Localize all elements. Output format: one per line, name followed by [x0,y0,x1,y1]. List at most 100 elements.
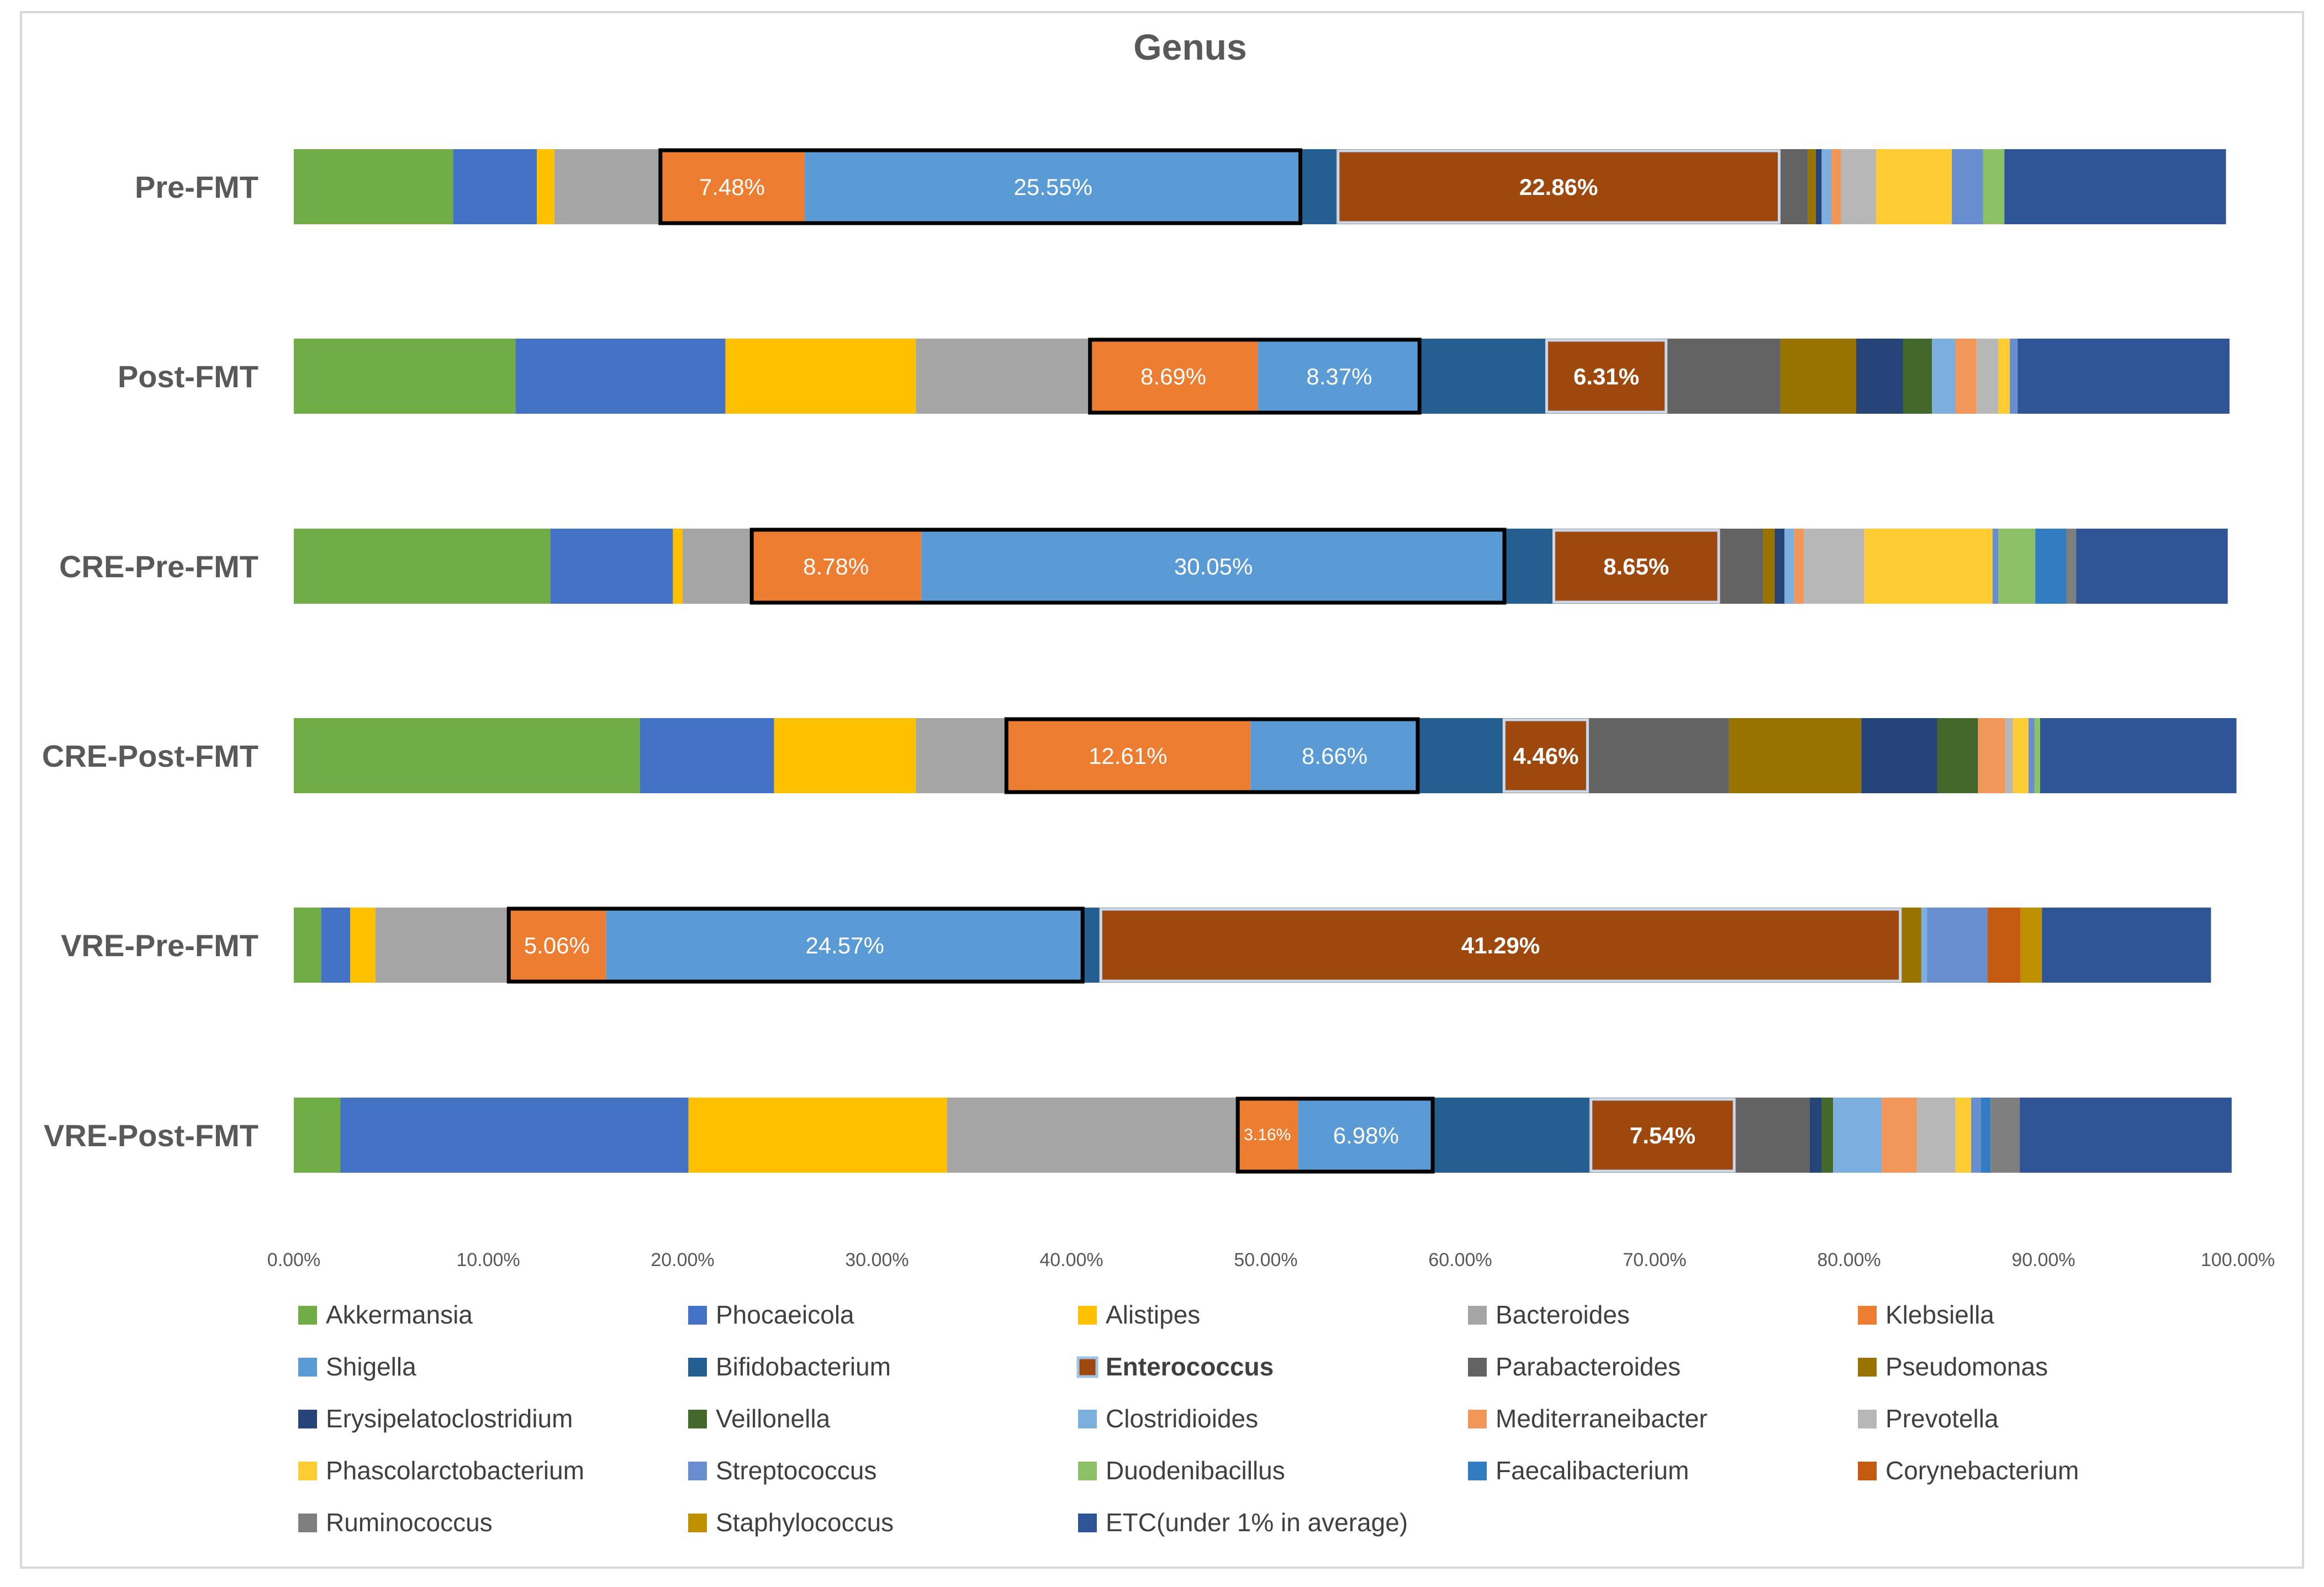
bar-segment-parabacteroides [1589,718,1729,793]
bar-segment-shigella [1298,1098,1434,1173]
legend-label-enterococcus: Enterococcus [1106,1352,1274,1381]
legend-swatch-prevotella [1858,1410,1877,1428]
bar-segment-akkermansia [294,718,640,793]
bar-segment-bifidobacterium [1419,718,1503,793]
legend-swatch-clostridioides [1078,1410,1097,1428]
klebsiella-shigella-highlight-box [506,906,1085,984]
bar-segment-clostridioides [1932,339,1956,414]
bar-segment-streptococcus [1992,529,1999,604]
enterococcus-outline [1552,529,1720,604]
bar-segment-enterococcus [1552,529,1720,604]
legend-swatch-etc-under-1-in-average [1078,1514,1097,1532]
enterococcus-outline [1545,339,1668,414]
bar-segment-mediterraneibacter [1882,1098,1917,1173]
legend-swatch-klebsiella [1858,1306,1877,1325]
legend-label-pseudomonas: Pseudomonas [1885,1352,2048,1381]
legend-swatch-corynebacterium [1858,1462,1877,1480]
bar-segment-prevotella [1841,149,1876,224]
bar-segment-ruminococcus [1990,1098,2020,1173]
x-tick-label: 60.00% [1428,1249,1492,1270]
klebsiella-shigella-highlight-box [1004,717,1420,794]
bar-segment-klebsiella [659,149,805,224]
bar-segment-erysipelatoclostridium [1774,529,1785,604]
bar-segment-bifidobacterium [1301,149,1337,224]
data-label-enterococcus: 7.54% [1630,1122,1696,1148]
bar-segment-bacteroides [916,339,1089,414]
legend-swatch-streptococcus [688,1462,707,1480]
data-label-shigella: 6.98% [1333,1122,1399,1148]
bar-segment-veillonella [1903,339,1932,414]
legend-label-streptococcus: Streptococcus [716,1456,876,1485]
legend-swatch-phocaeicola [688,1306,707,1325]
x-tick-label: 30.00% [845,1249,909,1270]
bar-segment-enterococcus [1589,1098,1736,1173]
legend-label-clostridioides: Clostridioides [1106,1404,1258,1433]
legend-label-shigella: Shigella [326,1352,416,1381]
legend-swatch-erysipelatoclostridium [298,1410,317,1428]
bar-segment-mediterraneibacter [1978,718,2005,793]
legend-swatch-phascolarctobacterium [298,1462,317,1480]
data-label-klebsiella: 5.06% [524,932,590,958]
bar-segment-etc-under-1-in-average [2017,339,2230,414]
bar-segment-faecalibacterium [2035,529,2067,604]
bar-segment-streptococcus [2010,339,2018,414]
bar-segment-parabacteroides [1781,149,1808,224]
legend-swatch-shigella [298,1358,317,1377]
bar-segment-phascolarctobacterium [1998,339,2010,414]
x-axis-tick-labels: 0.00% 10.00% 20.00% 30.00% 40.00% 50.00% 60.00… [267,1249,2275,1270]
bar-segment-enterococcus [1336,149,1781,224]
bar-segment-streptococcus [1927,908,1988,983]
legend-label-phocaeicola: Phocaeicola [716,1300,854,1329]
bar-segment-etc-under-1-in-average [2004,149,2226,224]
bar-segment-clostridioides [1921,908,1927,983]
bar-segment-bifidobacterium [1434,1098,1589,1173]
data-label-shigella: 8.37% [1306,363,1372,389]
bar-segment-streptococcus [1952,149,1983,224]
legend-label-parabacteroides: Parabacteroides [1496,1352,1681,1381]
highlight-boxes: 7.48% 25.55% 22.86% 8.69% 8.37% 6.31% 8.78% 30.… [506,148,1902,1174]
data-label-klebsiella: 8.69% [1140,363,1206,389]
category-labels: Pre-FMT Post-FMT CRE-Pre-FMT CRE-Post-FMT VR… [42,170,258,1153]
bar-segment-alistipes [537,149,554,224]
data-label-enterococcus: 41.29% [1461,932,1540,958]
bar-segment-phocaeicola [321,908,351,983]
category-label: CRE-Pre-FMT [59,549,258,584]
legend-label-alistipes: Alistipes [1106,1300,1200,1329]
klebsiella-shigella-highlight-box [749,528,1507,605]
legend-label-prevotella: Prevotella [1885,1404,1999,1433]
legend-swatch-mediterraneibacter [1468,1410,1487,1428]
bar-segment-klebsiella [508,908,606,983]
bar-segment-etc-under-1-in-average [2042,908,2211,983]
bar-segment-phascolarctobacterium [1864,529,1993,604]
bar-segment-shigella [1258,339,1421,414]
bar-segment-bacteroides [683,529,751,604]
enterococcus-outline [1099,908,1902,983]
bar-segment-phocaeicola [340,1098,689,1173]
bar-segment-akkermansia [294,1098,341,1173]
bar-segment-parabacteroides [1736,1098,1810,1173]
bar-segment-shigella [921,529,1506,604]
legend: Akkermansia Phocaeicola Alistipes Bacteroid… [298,1300,2079,1537]
chart-title: Genus [1133,27,1246,67]
data-label-shigella: 25.55% [1013,174,1092,200]
legend-swatch-enterococcus [1076,1356,1098,1378]
klebsiella-shigella-highlight-box [658,148,1302,225]
bar-segment-pseudomonas [1729,718,1862,793]
data-label-klebsiella: 8.78% [803,553,869,579]
legend-swatch-pseudomonas [1858,1358,1877,1377]
bar-segment-akkermansia [294,908,321,983]
data-label-klebsiella: 7.48% [699,174,765,200]
bar-segment-alistipes [350,908,376,983]
x-tick-label: 10.00% [456,1249,520,1270]
bar-segment-pseudomonas [1808,149,1816,224]
legend-swatch-parabacteroides [1468,1358,1487,1377]
category-label: VRE-Post-FMT [44,1118,258,1153]
bar-segment-mediterraneibacter [1955,339,1977,414]
bar-segment-staphylococcus [2020,908,2042,983]
bar-segment-erysipelatoclostridium [1815,149,1822,224]
data-label-enterococcus: 4.46% [1513,743,1578,769]
x-tick-label: 70.00% [1623,1249,1686,1270]
data-label-klebsiella: 12.61% [1089,743,1167,769]
legend-swatch-ruminococcus [298,1514,317,1532]
